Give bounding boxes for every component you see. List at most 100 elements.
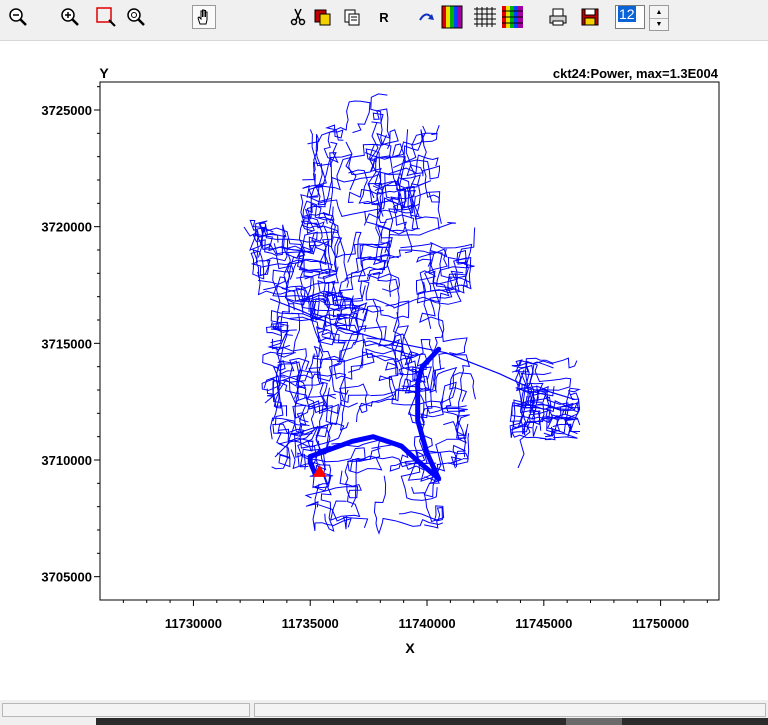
color-bars-icon [441, 5, 463, 29]
hand-icon [197, 9, 208, 25]
branch-line [277, 428, 334, 489]
branch-line [520, 372, 552, 431]
taskbar-highlight [566, 718, 622, 725]
magnifier-minus-icon [9, 8, 27, 26]
floppy-disk-icon [581, 8, 599, 26]
redraw-button[interactable] [414, 5, 438, 29]
paste-icon [344, 9, 360, 26]
color-grid-button[interactable] [501, 5, 525, 29]
color-bars-button[interactable] [441, 5, 465, 29]
branch-line [363, 182, 384, 248]
spin-up-button[interactable]: ▲ [650, 6, 668, 19]
branch-line [272, 423, 313, 446]
font-size-value: 12 [618, 6, 636, 22]
branch-line [396, 129, 438, 202]
branch-line [315, 300, 410, 343]
branch-line [243, 226, 287, 255]
branch-line [294, 399, 339, 419]
letter-r-icon: R [379, 9, 389, 25]
y-tick-label: 3725000 [41, 103, 92, 118]
branch-line [515, 357, 578, 373]
branch-line [305, 501, 369, 530]
branch-line [445, 372, 476, 412]
branch-line [263, 374, 336, 401]
spin-down-button[interactable]: ▼ [650, 18, 668, 30]
copy-button[interactable] [311, 5, 335, 29]
triangle-down-icon: ▼ [655, 20, 663, 28]
chart: ckt24:Power, max=1.3E004 Y X 11730000 117… [41, 65, 720, 656]
branch-line [296, 276, 350, 327]
branch-line [372, 185, 399, 224]
branch-line [249, 219, 267, 258]
branch-line [371, 108, 406, 204]
branch-line [347, 186, 423, 218]
branch-line [367, 121, 379, 199]
cut-button[interactable] [286, 5, 310, 29]
branch-line [411, 180, 440, 230]
branch-line [393, 159, 441, 180]
branch-line [350, 450, 469, 472]
color-grid-icon [502, 6, 523, 28]
branch-line [345, 141, 357, 191]
grid-button[interactable] [473, 5, 497, 29]
branch-line [569, 392, 581, 432]
main-feeder [307, 346, 442, 482]
branch-line [300, 194, 332, 232]
branch-line [388, 193, 413, 254]
branch-line [285, 297, 328, 319]
branch-line [318, 355, 349, 431]
taskbar-strip [96, 718, 768, 725]
branch-line [368, 129, 439, 175]
y-tick-label: 3705000 [41, 570, 92, 585]
save-button[interactable] [578, 5, 602, 29]
branch-line [423, 450, 446, 498]
branch-line [347, 231, 387, 276]
magnifier-plus-icon [61, 8, 79, 26]
zoom-rect-button[interactable] [94, 5, 118, 29]
red-rectangle-icon [96, 7, 116, 27]
branch-line [511, 369, 550, 429]
branch-line [325, 387, 370, 426]
branch-line [405, 129, 424, 219]
x-tick-label: 11730000 [165, 616, 222, 631]
branch-line [300, 291, 384, 318]
branch-line [398, 353, 427, 382]
branch-line [308, 129, 337, 198]
branch-line [531, 403, 580, 437]
zoom-out-button[interactable] [6, 5, 30, 29]
branch-line [269, 366, 315, 440]
branch-line [311, 206, 339, 248]
zoom-fit-button[interactable] [124, 5, 148, 29]
x-axis-label: X [405, 640, 415, 656]
branch-line [527, 385, 574, 441]
font-size-spinner[interactable]: ▲ ▼ [649, 5, 669, 31]
triangle-up-icon: ▲ [655, 8, 663, 16]
font-size-input[interactable]: 12 [615, 5, 645, 29]
branch-line [531, 386, 555, 424]
branch-line [307, 124, 344, 145]
paste-button[interactable] [340, 5, 364, 29]
zoom-in-button[interactable] [58, 5, 82, 29]
branch-line [281, 256, 334, 306]
branch-line [429, 251, 468, 355]
grid-icon [474, 7, 496, 27]
branch-line [526, 360, 581, 426]
branch-line [448, 444, 466, 469]
branch-line [509, 417, 578, 439]
branch-line [384, 222, 457, 254]
branch-line [301, 224, 349, 288]
branch-line [277, 404, 310, 437]
x-tick-label: 11745000 [515, 616, 572, 631]
magnifier-zoom-icon [127, 8, 145, 26]
y-tick-label: 3710000 [41, 453, 92, 468]
refresh-button[interactable]: R [372, 5, 396, 29]
branch-line [333, 333, 375, 380]
branch-line [261, 231, 318, 268]
branch-line [298, 203, 336, 276]
branch-line [257, 271, 333, 296]
toolbar: R 12 ▲ ▼ [0, 0, 768, 41]
branch-line [517, 417, 531, 469]
branch-line [271, 401, 345, 470]
print-button[interactable] [546, 5, 570, 29]
pan-button[interactable] [192, 5, 216, 29]
